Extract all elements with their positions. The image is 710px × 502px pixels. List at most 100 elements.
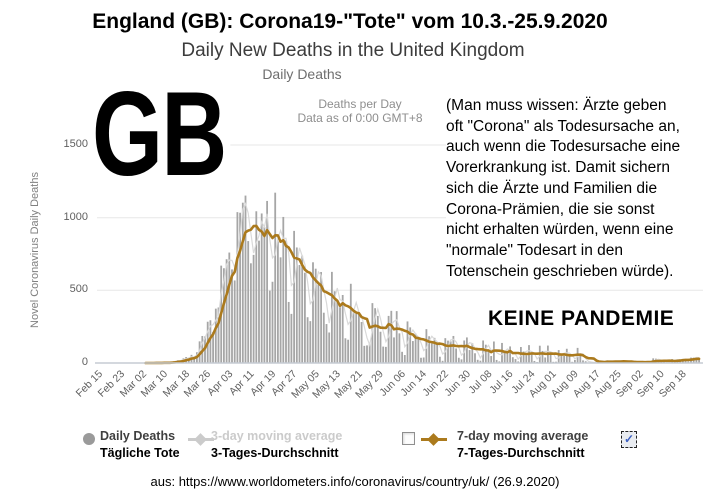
unchecked-checkbox-icon[interactable] — [402, 432, 415, 445]
daily-deaths-bar[interactable] — [533, 360, 536, 363]
daily-deaths-bar[interactable] — [414, 333, 417, 363]
daily-deaths-bar[interactable] — [314, 268, 317, 363]
daily-deaths-bar[interactable] — [417, 336, 420, 363]
daily-deaths-bar[interactable] — [568, 355, 571, 363]
daily-deaths-bar[interactable] — [250, 263, 252, 363]
daily-deaths-bar[interactable] — [466, 337, 468, 363]
legend-item-7day-average[interactable]: 7-day moving average 7-Tages-Durchschnit… — [457, 429, 588, 461]
daily-deaths-bar[interactable] — [501, 342, 503, 363]
checked-checkbox-icon[interactable]: ✓ — [621, 431, 637, 448]
daily-deaths-bar[interactable] — [193, 357, 196, 363]
daily-deaths-bar[interactable] — [447, 340, 449, 363]
daily-deaths-bar[interactable] — [484, 344, 487, 363]
daily-deaths-bar[interactable] — [212, 331, 214, 363]
daily-deaths-bar[interactable] — [268, 290, 271, 363]
daily-deaths-bar[interactable] — [231, 269, 233, 363]
daily-deaths-bar[interactable] — [401, 351, 403, 363]
daily-deaths-bar[interactable] — [530, 354, 533, 363]
daily-deaths-bar[interactable] — [239, 212, 241, 363]
daily-deaths-bar[interactable] — [479, 360, 482, 363]
daily-deaths-bar[interactable] — [336, 300, 339, 363]
daily-deaths-bar[interactable] — [493, 341, 495, 363]
daily-deaths-bar[interactable] — [325, 324, 328, 363]
daily-deaths-bar[interactable] — [274, 192, 277, 363]
daily-deaths-bar[interactable] — [579, 353, 582, 363]
daily-deaths-bar[interactable] — [471, 343, 474, 363]
daily-deaths-bar[interactable] — [584, 361, 587, 363]
daily-deaths-bar[interactable] — [263, 227, 266, 363]
daily-deaths-bar[interactable] — [476, 359, 479, 363]
daily-deaths-bar[interactable] — [358, 311, 360, 363]
daily-deaths-bar[interactable] — [374, 308, 376, 363]
daily-deaths-bar[interactable] — [331, 271, 333, 363]
daily-deaths-bar[interactable] — [360, 322, 363, 363]
daily-deaths-bar[interactable] — [474, 353, 476, 363]
daily-deaths-bar[interactable] — [439, 356, 441, 363]
daily-deaths-bar[interactable] — [298, 265, 301, 363]
daily-deaths-bar[interactable] — [376, 315, 379, 363]
daily-deaths-bar[interactable] — [560, 353, 563, 363]
daily-deaths-bar[interactable] — [541, 350, 544, 363]
daily-deaths-bar[interactable] — [225, 259, 228, 363]
daily-deaths-bar[interactable] — [428, 336, 430, 363]
daily-deaths-bar[interactable] — [574, 359, 576, 363]
daily-deaths-bar[interactable] — [341, 294, 344, 363]
daily-deaths-bar[interactable] — [563, 355, 565, 363]
daily-deaths-bar[interactable] — [449, 341, 452, 363]
daily-deaths-bar[interactable] — [244, 195, 247, 363]
daily-deaths-bar[interactable] — [309, 321, 312, 363]
daily-deaths-bar[interactable] — [422, 357, 425, 363]
daily-deaths-bar[interactable] — [687, 361, 690, 363]
daily-deaths-bar[interactable] — [430, 343, 433, 363]
daily-deaths-bar[interactable] — [295, 247, 298, 363]
daily-deaths-bar[interactable] — [228, 252, 231, 363]
daily-deaths-bar[interactable] — [277, 241, 279, 363]
daily-deaths-bar[interactable] — [209, 320, 212, 363]
daily-deaths-bar[interactable] — [339, 307, 341, 363]
daily-deaths-bar[interactable] — [293, 230, 295, 363]
daily-deaths-bar[interactable] — [271, 281, 274, 363]
daily-deaths-bar[interactable] — [544, 357, 547, 363]
daily-deaths-bar[interactable] — [258, 240, 260, 363]
daily-deaths-bar[interactable] — [393, 337, 395, 363]
daily-deaths-bar[interactable] — [457, 357, 460, 363]
daily-deaths-bar[interactable] — [506, 353, 509, 363]
daily-deaths-bar[interactable] — [403, 355, 406, 363]
daily-deaths-bar[interactable] — [214, 308, 217, 363]
daily-deaths-bar[interactable] — [436, 344, 439, 363]
daily-deaths-bar[interactable] — [525, 355, 528, 363]
daily-deaths-bar[interactable] — [382, 346, 385, 363]
daily-deaths-bar[interactable] — [509, 346, 511, 363]
daily-deaths-bar[interactable] — [223, 268, 225, 363]
legend-item-3day-average[interactable]: 3-day moving average 3-Tages-Durchschnit… — [211, 429, 342, 461]
daily-deaths-bar[interactable] — [517, 361, 520, 363]
daily-deaths-bar[interactable] — [387, 315, 390, 363]
daily-deaths-bar[interactable] — [420, 357, 422, 363]
daily-deaths-bar[interactable] — [266, 200, 268, 363]
daily-deaths-bar[interactable] — [352, 310, 355, 363]
daily-deaths-bar[interactable] — [333, 291, 336, 363]
daily-deaths-bar[interactable] — [304, 272, 306, 363]
daily-deaths-bar[interactable] — [252, 254, 255, 363]
daily-deaths-bar[interactable] — [349, 283, 352, 363]
daily-deaths-bar[interactable] — [433, 337, 436, 363]
daily-deaths-bar[interactable] — [322, 312, 325, 363]
daily-deaths-bar[interactable] — [425, 329, 428, 363]
daily-deaths-bar[interactable] — [236, 212, 239, 363]
legend-item-daily-deaths[interactable]: Daily Deaths Tägliche Tote — [100, 429, 180, 461]
daily-deaths-bar[interactable] — [452, 335, 455, 363]
daily-deaths-bar[interactable] — [698, 358, 700, 363]
daily-deaths-bar[interactable] — [441, 360, 444, 363]
daily-deaths-bar[interactable] — [290, 313, 293, 363]
daily-deaths-bar[interactable] — [522, 351, 525, 363]
daily-deaths-bar[interactable] — [482, 340, 484, 363]
daily-deaths-bar[interactable] — [347, 339, 349, 363]
daily-deaths-bar[interactable] — [241, 202, 244, 363]
daily-deaths-bar[interactable] — [684, 360, 687, 363]
daily-deaths-bar[interactable] — [455, 348, 457, 363]
daily-deaths-bar[interactable] — [395, 311, 398, 363]
daily-deaths-bar[interactable] — [317, 284, 320, 363]
daily-deaths-bar[interactable] — [409, 327, 412, 363]
daily-deaths-bar[interactable] — [233, 280, 236, 363]
daily-deaths-bar[interactable] — [557, 350, 560, 363]
